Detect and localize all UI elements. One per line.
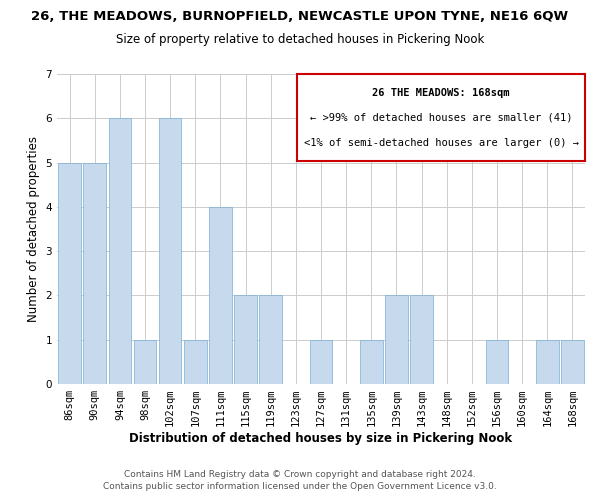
Bar [58,162,81,384]
Text: <1% of semi-detached houses are larger (0) →: <1% of semi-detached houses are larger (… [304,138,578,148]
Text: ← >99% of detached houses are smaller (41): ← >99% of detached houses are smaller (4… [310,112,572,122]
Text: Contains public sector information licensed under the Open Government Licence v3: Contains public sector information licen… [103,482,497,491]
Bar [209,207,232,384]
Bar [259,296,282,384]
Text: Contains HM Land Registry data © Crown copyright and database right 2024.: Contains HM Land Registry data © Crown c… [124,470,476,479]
Bar [159,118,181,384]
Bar [561,340,584,384]
Bar [410,296,433,384]
Bar [360,340,383,384]
Text: Size of property relative to detached houses in Pickering Nook: Size of property relative to detached ho… [116,32,484,46]
Bar [310,340,332,384]
Bar [485,340,508,384]
X-axis label: Distribution of detached houses by size in Pickering Nook: Distribution of detached houses by size … [130,432,512,445]
Bar [109,118,131,384]
Bar [536,340,559,384]
Bar [83,162,106,384]
Text: 26, THE MEADOWS, BURNOPFIELD, NEWCASTLE UPON TYNE, NE16 6QW: 26, THE MEADOWS, BURNOPFIELD, NEWCASTLE … [31,10,569,23]
Y-axis label: Number of detached properties: Number of detached properties [27,136,40,322]
Bar [234,296,257,384]
Bar [134,340,157,384]
Bar [184,340,206,384]
Bar [385,296,408,384]
Text: 26 THE MEADOWS: 168sqm: 26 THE MEADOWS: 168sqm [373,88,510,98]
